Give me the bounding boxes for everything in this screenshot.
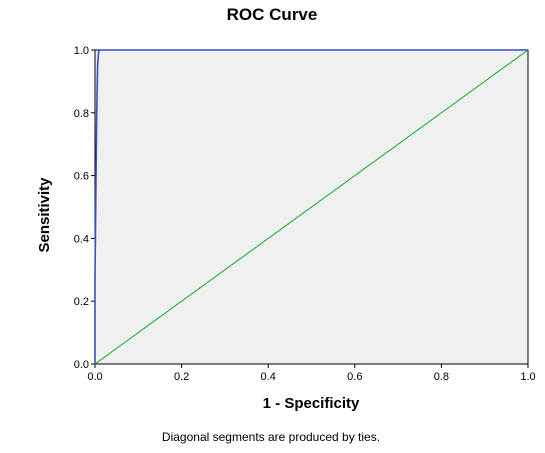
y-axis: 0.0 0.2 0.4 0.6 0.8 1.0 <box>74 45 95 371</box>
x-tick-label: 0.8 <box>434 371 449 383</box>
x-tick-label: 0.6 <box>347 371 362 383</box>
x-tick-label: 1.0 <box>520 371 535 383</box>
x-axis: 0.0 0.2 0.4 0.6 0.8 1.0 <box>87 364 536 383</box>
y-tick-label: 0.0 <box>74 359 89 371</box>
y-tick-label: 0.2 <box>74 296 89 308</box>
roc-curve-line <box>94 49 528 364</box>
footnote: Diagonal segments are produced by ties. <box>162 430 380 444</box>
y-axis-title: Sensitivity <box>36 177 53 253</box>
x-tick-label: 0.0 <box>87 371 102 383</box>
series-layer <box>94 49 529 365</box>
y-tick-label: 0.4 <box>74 233 89 245</box>
y-tick-label: 0.8 <box>74 108 89 120</box>
x-tick-label: 0.4 <box>261 371 276 383</box>
chart-title: ROC Curve <box>227 5 318 24</box>
y-tick-label: 1.0 <box>74 45 89 57</box>
x-axis-title: 1 - Specificity <box>263 395 360 412</box>
reference-diagonal-line <box>94 49 529 365</box>
y-tick-label: 0.6 <box>74 171 89 183</box>
x-tick-label: 0.2 <box>174 371 189 383</box>
